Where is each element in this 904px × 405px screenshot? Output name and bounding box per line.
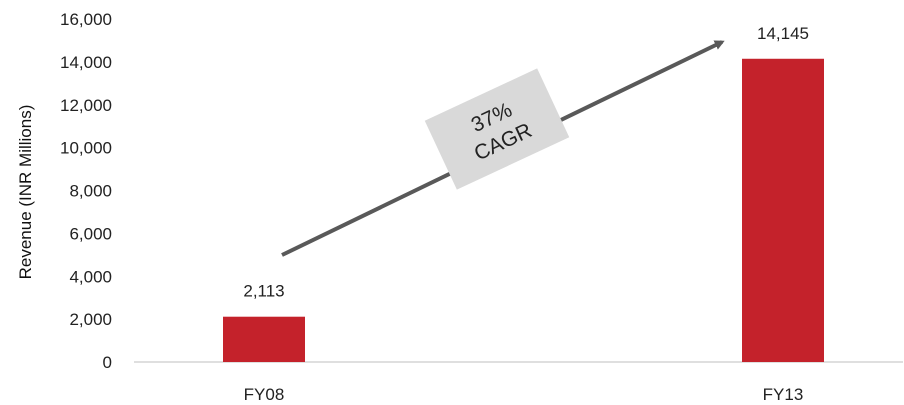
y-tick-label: 6,000 [69,224,112,243]
data-label-fy08: 2,113 [243,282,284,301]
cagr-callout: 37% CAGR [424,68,570,190]
y-tick-label: 8,000 [69,182,112,201]
x-axis-labels: FY08 FY13 [244,385,804,404]
y-tick-label: 0 [103,353,112,372]
y-tick-label: 4,000 [69,267,112,286]
y-tick-label: 2,000 [69,310,112,329]
y-tick-label: 10,000 [60,139,112,158]
y-axis-title: Revenue (INR Millions) [16,105,35,280]
y-tick-label: 12,000 [60,96,112,115]
data-label-fy13: 14,145 [757,24,809,43]
y-axis-ticks: 0 2,000 4,000 6,000 8,000 10,000 12,000 14,000 1… [60,10,112,372]
y-tick-label: 14,000 [60,53,112,72]
bar-fy08 [223,316,305,362]
x-tick-label-fy08: FY08 [244,385,285,404]
bar-fy13 [742,58,824,362]
data-labels: 2,113 14,145 [243,24,809,301]
x-tick-label-fy13: FY13 [763,385,804,404]
bars [223,58,824,362]
cagr-callout-box [424,68,570,190]
y-tick-label: 16,000 [60,10,112,29]
